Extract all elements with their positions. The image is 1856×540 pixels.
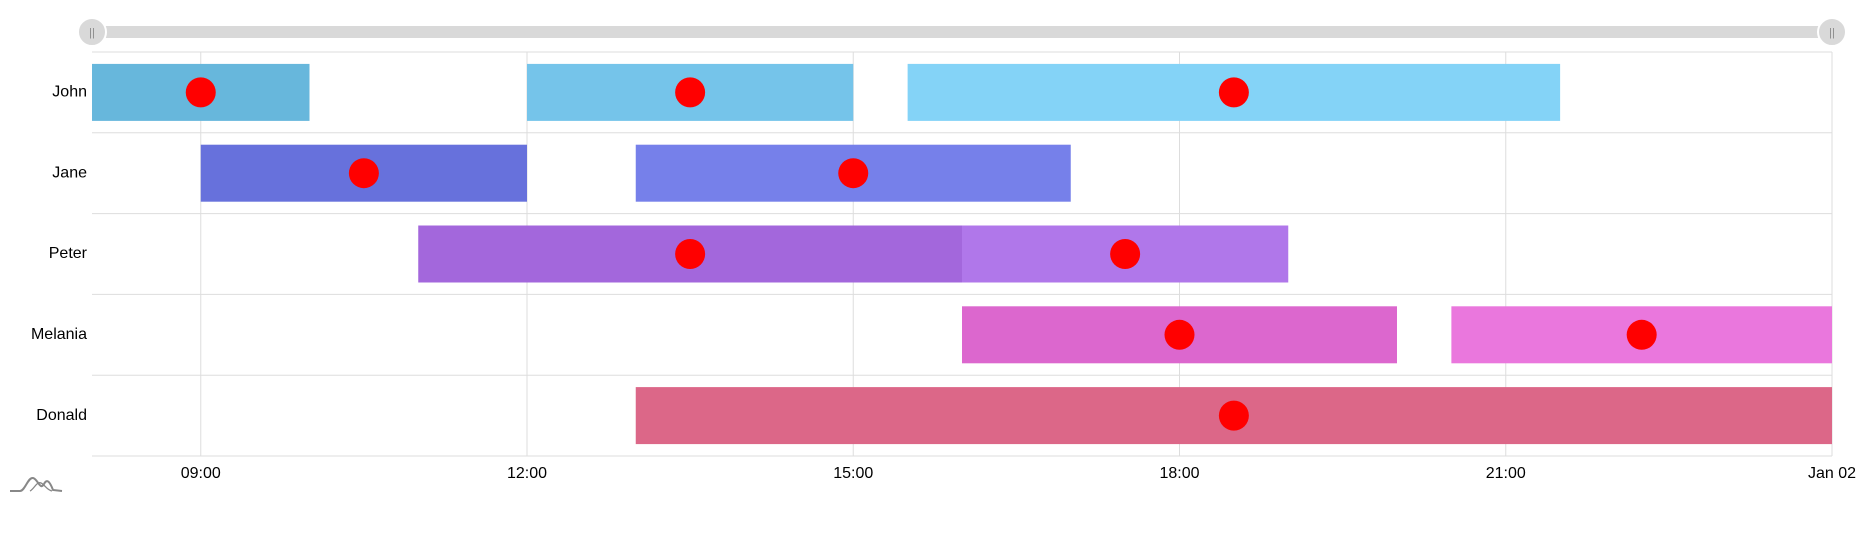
category-label-john: John xyxy=(52,84,87,101)
category-label-melania: Melania xyxy=(31,326,87,343)
grip-lines-icon: || xyxy=(1829,27,1835,39)
scrollbar-end-grip-knob[interactable] xyxy=(1817,17,1847,47)
amcharts-logo-icon xyxy=(10,477,63,492)
x-tick-label: Jan 02 xyxy=(1808,465,1856,482)
marker-john-2[interactable] xyxy=(1218,77,1249,108)
logo-wave-inner xyxy=(29,482,53,492)
marker-peter-6[interactable] xyxy=(1110,239,1141,269)
logo-wave xyxy=(10,477,63,492)
x-tick-label: 12:00 xyxy=(507,465,547,482)
marker-melania-7[interactable] xyxy=(1164,319,1195,350)
marker-donald-9[interactable] xyxy=(1218,400,1249,431)
category-label-donald: Donald xyxy=(36,407,87,424)
x-tick-label: 09:00 xyxy=(181,465,221,482)
marker-jane-4[interactable] xyxy=(838,158,869,189)
horizontal-scrollbar[interactable]: || || xyxy=(77,17,1847,47)
scrollbar-end-grip[interactable]: || xyxy=(1817,17,1847,47)
scrollbar-start-grip[interactable]: || xyxy=(77,17,107,47)
markers-layer xyxy=(185,77,1657,431)
x-tick-label: 18:00 xyxy=(1159,465,1199,482)
x-tick-label: 21:00 xyxy=(1486,465,1526,482)
marker-melania-8[interactable] xyxy=(1626,319,1657,350)
grip-lines-icon: || xyxy=(89,27,95,39)
category-label-peter: Peter xyxy=(49,245,88,262)
labels-layer: John Jane Peter Melania Donald 09:00 12:00 15:0… xyxy=(31,84,1856,483)
category-label-jane: Jane xyxy=(52,164,87,181)
marker-john-1[interactable] xyxy=(675,77,706,108)
marker-peter-5[interactable] xyxy=(675,239,706,269)
scrollbar-thumb[interactable] xyxy=(92,26,1832,38)
x-tick-label: 15:00 xyxy=(833,465,873,482)
scrollbar-start-grip-knob[interactable] xyxy=(77,17,107,47)
marker-jane-3[interactable] xyxy=(348,158,379,189)
bars-layer xyxy=(92,63,1832,445)
marker-john-0[interactable] xyxy=(185,77,216,108)
